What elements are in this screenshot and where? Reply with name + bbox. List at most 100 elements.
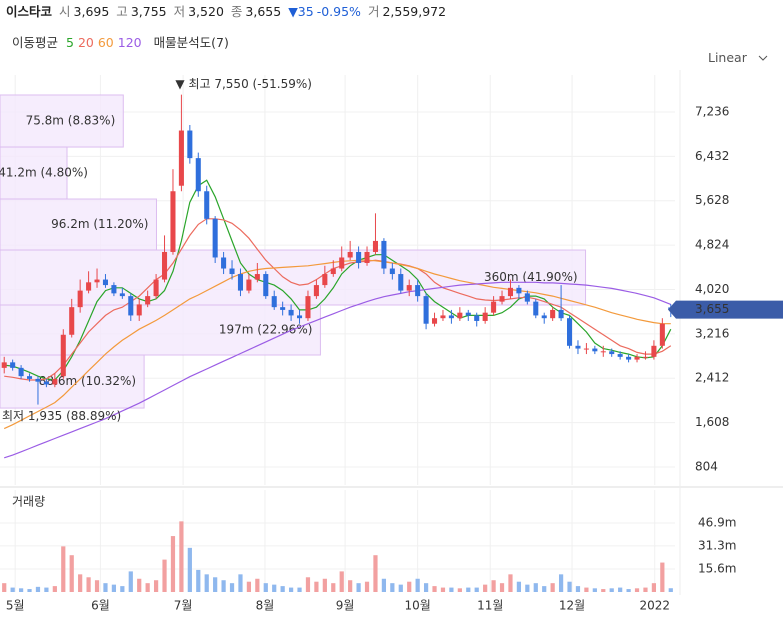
volume-bar [373, 555, 378, 592]
volume-bar [103, 583, 108, 592]
candle-body [10, 362, 16, 368]
volume-bar [128, 571, 133, 592]
volume-bar [525, 584, 530, 592]
x-tick-label: 9월 [336, 599, 355, 613]
volume-value: 2,559,972 [382, 4, 447, 19]
annotation: ▼ 최고 7,550 (-51.59%) [175, 77, 312, 91]
candle-body [162, 251, 168, 280]
high-label: 고 [116, 4, 128, 19]
volume-bar [474, 587, 479, 592]
close-value: 3,655 [245, 4, 282, 19]
candle-body [465, 312, 471, 316]
volume-bar [567, 581, 572, 592]
candle-body [153, 279, 159, 297]
scale-select[interactable]: Linear [708, 50, 768, 65]
volume-bar [280, 586, 285, 592]
candle-body [263, 274, 269, 297]
candle-body [187, 130, 193, 159]
candle-body [634, 356, 640, 360]
volume-bar [483, 584, 488, 592]
candle-body [389, 268, 395, 275]
candle-body [69, 307, 75, 335]
candle-body [482, 312, 488, 321]
volume-bar [145, 583, 150, 592]
profile-band [0, 146, 68, 200]
x-tick-label: 5월 [6, 599, 25, 613]
volume-bar [27, 589, 32, 592]
y-tick-label: 5,628 [695, 193, 729, 207]
y-tick-label: 1,608 [695, 415, 729, 429]
volume-bar [609, 588, 614, 592]
y-tick-label: 2,412 [695, 371, 729, 385]
profile-band [0, 304, 321, 356]
x-tick-label: 8월 [256, 599, 275, 613]
volume-bar [162, 559, 167, 592]
volume-bar [10, 587, 15, 592]
x-tick-label: 7월 [174, 599, 193, 613]
volume-bar [415, 578, 420, 592]
candle-body [372, 240, 378, 252]
volume-bar [364, 581, 370, 592]
ma-legend[interactable]: 이동평균 5 20 60 120 매물분석도(7) [12, 32, 233, 51]
volume-bar [69, 555, 74, 592]
candle-body [558, 309, 564, 319]
volume-bar [196, 569, 201, 592]
volume-bar [246, 581, 252, 592]
candle-body [229, 268, 235, 275]
candle-body [52, 378, 58, 385]
candle-body [474, 315, 480, 321]
volume-bar [2, 583, 7, 592]
candle-body [423, 296, 429, 324]
candle-body [592, 348, 598, 352]
candle-body [398, 274, 404, 291]
volume-tick-label: 31.3m [698, 538, 736, 552]
volume-bar [314, 581, 319, 592]
candle-body [305, 296, 311, 319]
volume-bar [35, 586, 41, 592]
candle-body [642, 356, 648, 358]
volume-bar [137, 578, 142, 592]
candle-body [322, 274, 328, 286]
candle-body [524, 293, 530, 302]
candle-body [119, 293, 125, 297]
candle-body [609, 351, 615, 355]
profile-toggle[interactable]: 매물분석도(7) [153, 35, 229, 50]
candle-body [313, 285, 319, 297]
candle-body [550, 309, 556, 319]
candle-body [432, 318, 438, 324]
volume-tick-label: 15.6m [698, 562, 736, 576]
volume-bar [297, 587, 302, 592]
candle-body [212, 218, 218, 258]
volume-bar [263, 583, 268, 592]
volume-bar [516, 581, 522, 592]
volume-bar [584, 587, 589, 592]
profile-band [0, 354, 145, 409]
candle-body [128, 296, 134, 316]
legend-items: 5 20 60 120 [66, 35, 146, 50]
volume-bar [432, 586, 437, 592]
candle-body [491, 301, 497, 313]
volume-tick-label: 46.9m [698, 515, 736, 529]
open-label: 시 [59, 4, 71, 19]
candle-body [617, 354, 623, 357]
volume-bar [61, 546, 66, 592]
candle-body [170, 191, 176, 252]
candle-body [288, 309, 294, 316]
open-value: 3,695 [73, 4, 110, 19]
volume-bar [272, 584, 277, 592]
volume-bar [423, 583, 429, 592]
profile-label: 75.8m (8.83%) [26, 114, 116, 128]
candle-body [43, 381, 49, 385]
x-tick-label: 2022 [639, 599, 670, 613]
volume-bar [120, 586, 125, 592]
volume-bar [170, 536, 176, 592]
volume-bar [440, 587, 446, 592]
close-label: 종 [230, 4, 243, 19]
volume-bar [111, 584, 117, 592]
candle-body [364, 251, 370, 263]
volume-bar [601, 589, 606, 592]
candle-body [457, 312, 463, 319]
candle-body [659, 323, 665, 346]
volume-bar [238, 574, 243, 592]
